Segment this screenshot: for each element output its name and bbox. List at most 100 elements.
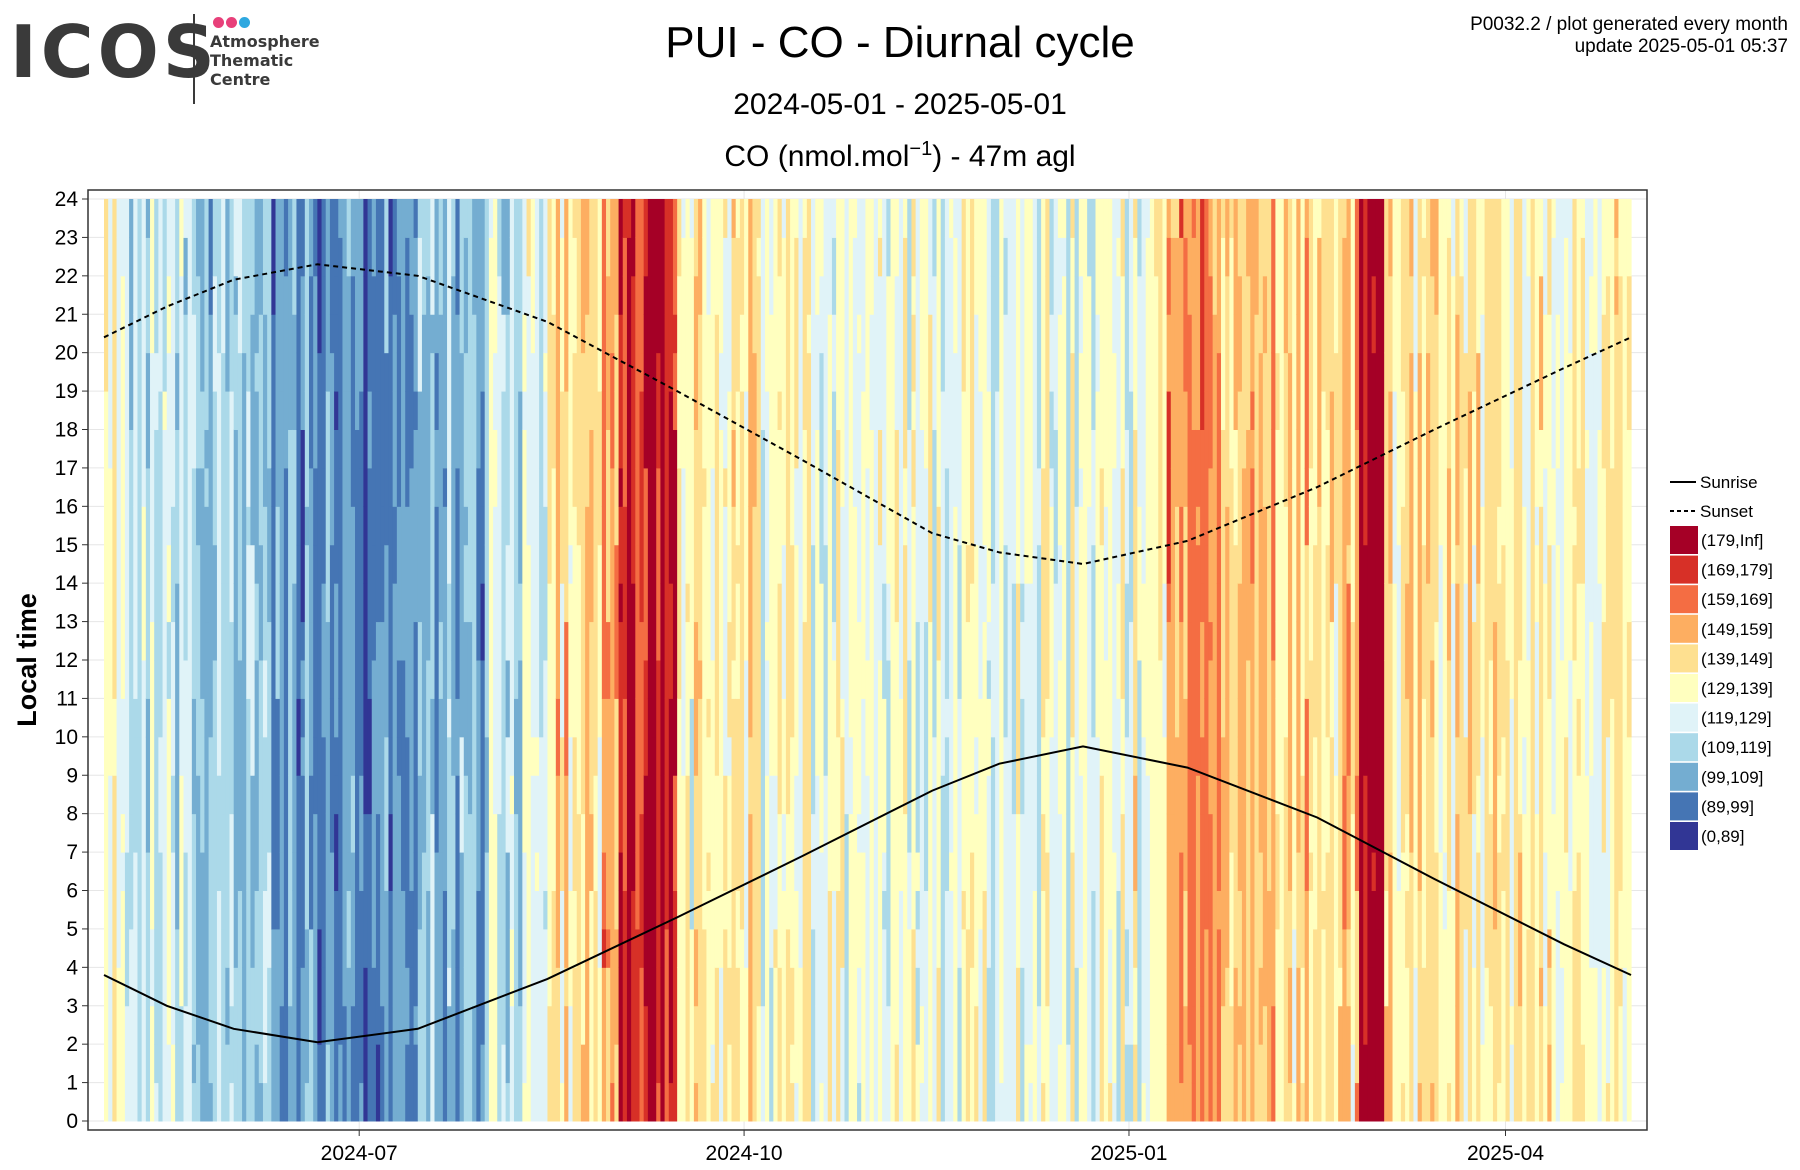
heat-cell <box>225 967 231 1045</box>
heat-cell <box>1024 813 1030 968</box>
heat-cell <box>1149 391 1155 584</box>
heat-cell <box>518 583 523 661</box>
heat-cell <box>1020 583 1025 623</box>
heat-cell <box>1179 621 1184 853</box>
logo-line-1: Atmosphere <box>210 32 320 51</box>
heat-cell <box>463 660 469 776</box>
heat-cell <box>643 429 649 469</box>
heat-cell <box>1233 736 1239 776</box>
heat-cell <box>626 621 632 776</box>
heat-cell <box>242 967 247 1122</box>
heat-cell <box>1463 467 1469 546</box>
heat-cell <box>183 660 189 853</box>
heat-cell <box>781 199 787 238</box>
heat-cell <box>547 199 553 277</box>
heat-cell <box>459 314 465 354</box>
heat-cell <box>417 621 423 776</box>
heat-cell <box>112 775 118 891</box>
heat-cell <box>1099 199 1105 354</box>
heat-cell <box>1308 467 1314 507</box>
heat-cell <box>919 1005 925 1084</box>
heat-cell <box>660 813 666 930</box>
heat-cell <box>1409 352 1415 507</box>
heat-cell <box>785 237 791 277</box>
y-tick-label: 1 <box>66 1072 78 1095</box>
heat-cell <box>1279 275 1285 392</box>
heat-cell <box>572 890 578 968</box>
heat-cell <box>304 1082 310 1122</box>
heat-cell <box>769 199 774 315</box>
legend-swatch <box>1670 644 1698 673</box>
heat-cell <box>1325 852 1331 1007</box>
heat-cell <box>1597 928 1603 1122</box>
heat-cell <box>1179 237 1184 315</box>
heat-cell <box>823 467 829 546</box>
heat-cell <box>129 928 134 1122</box>
heat-cell <box>108 237 113 430</box>
heat-cell <box>848 1005 854 1122</box>
heat-cell <box>1610 199 1615 392</box>
heat-cell <box>969 698 975 776</box>
heat-cell <box>639 621 645 661</box>
heat-cell <box>271 199 277 315</box>
heat-cell <box>639 506 645 546</box>
heat-cell <box>1580 391 1586 546</box>
heat-cell <box>1513 736 1519 968</box>
heat-cell <box>1442 237 1448 469</box>
heat-cell <box>1254 544 1260 623</box>
heat-cell <box>154 928 159 1045</box>
heat-cell <box>1388 1082 1394 1122</box>
heat-cell <box>187 391 193 430</box>
heat-cell <box>1530 199 1536 277</box>
heat-cell <box>1626 199 1632 277</box>
heat-cell <box>1329 391 1335 623</box>
heat-cell <box>1112 1005 1118 1084</box>
heat-cell <box>300 429 306 623</box>
heat-cell <box>1559 660 1565 853</box>
heat-cell <box>150 199 155 354</box>
heat-cell <box>852 467 858 507</box>
heat-cell <box>1057 237 1063 315</box>
heat-cell <box>1597 237 1603 430</box>
heat-cell <box>731 506 737 661</box>
heat-cell <box>706 314 712 469</box>
heat-cell <box>120 199 126 277</box>
heat-cell <box>831 199 837 238</box>
heat-cell <box>580 544 586 776</box>
heat-cell <box>1480 199 1486 315</box>
heat-cell <box>915 391 921 469</box>
heat-cell <box>338 467 344 699</box>
heat-cell <box>313 199 318 277</box>
heat-cell <box>965 890 971 930</box>
y-tick-label: 3 <box>66 995 78 1018</box>
heat-cell <box>940 775 946 930</box>
heat-cell <box>501 199 507 315</box>
heat-cell <box>112 698 118 776</box>
heat-cell <box>329 314 335 354</box>
heat-cell <box>1066 1044 1072 1122</box>
heat-cell <box>1568 890 1574 1122</box>
heat-cell <box>781 237 787 430</box>
heat-cell <box>409 890 415 930</box>
heat-cell <box>1501 813 1507 891</box>
heat-cell <box>271 698 277 930</box>
heat-cell <box>735 391 741 430</box>
heat-cell <box>154 660 159 815</box>
heat-cell <box>522 429 528 661</box>
heat-cell <box>769 506 774 546</box>
heat-cell <box>1292 391 1297 469</box>
heat-cell <box>1459 314 1465 354</box>
heat-cell <box>476 199 482 315</box>
heat-cell <box>1103 852 1109 891</box>
heat-cell <box>915 852 921 891</box>
heat-cell <box>903 544 908 776</box>
heat-cell <box>1626 429 1632 623</box>
x-tick-label: 2025-04 <box>1467 1142 1544 1165</box>
heat-cell <box>225 583 231 776</box>
heat-cell <box>1547 314 1553 392</box>
heat-cell <box>1024 199 1030 354</box>
heat-cell <box>1221 429 1226 661</box>
heat-cell <box>1057 544 1063 661</box>
heat-cell <box>1082 775 1088 1007</box>
heat-cell <box>145 237 151 354</box>
